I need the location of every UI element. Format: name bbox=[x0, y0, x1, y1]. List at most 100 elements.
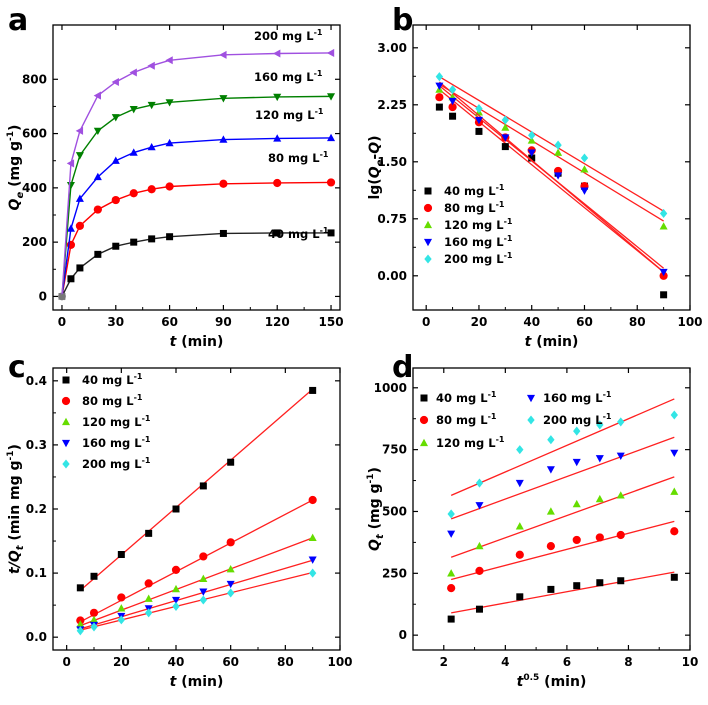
legend-label: 80 mg L-1 bbox=[82, 393, 143, 408]
plot-frame bbox=[412, 24, 691, 311]
x-axis-label: t (min) bbox=[170, 674, 224, 690]
data-point bbox=[501, 123, 510, 131]
data-point bbox=[595, 533, 604, 542]
data-point bbox=[76, 626, 85, 636]
legend-marker bbox=[424, 187, 432, 195]
data-point bbox=[76, 620, 85, 628]
data-point bbox=[327, 229, 335, 237]
data-point bbox=[309, 386, 317, 394]
y-tick-label: 750 bbox=[382, 443, 407, 457]
data-point bbox=[546, 466, 555, 474]
y-tick-label: 200 bbox=[22, 235, 47, 249]
data-point bbox=[89, 608, 99, 617]
series-line bbox=[61, 52, 332, 297]
series-3 bbox=[58, 133, 336, 300]
data-point bbox=[327, 133, 336, 142]
data-point bbox=[475, 127, 483, 135]
plot-frame bbox=[52, 24, 341, 311]
data-point bbox=[572, 499, 581, 508]
x-tick-label: 60 bbox=[576, 315, 593, 329]
y-tick-label: 1.50 bbox=[377, 155, 407, 169]
legend-text: 200 mg L bbox=[543, 413, 603, 427]
y-tick-label: 2.25 bbox=[377, 98, 407, 112]
legend-text: 120 mg L bbox=[436, 436, 496, 450]
data-point bbox=[117, 615, 126, 625]
data-point bbox=[148, 235, 156, 243]
x-tick-label: 20 bbox=[113, 655, 130, 669]
data-point bbox=[449, 112, 457, 120]
legend-label: 200 mg L-1 bbox=[254, 28, 323, 43]
data-point bbox=[144, 594, 153, 602]
fit-line bbox=[439, 76, 664, 212]
data-point bbox=[326, 178, 336, 187]
legend-marker bbox=[419, 438, 429, 447]
data-point bbox=[670, 410, 678, 420]
data-point bbox=[165, 138, 174, 147]
data-point bbox=[199, 552, 208, 561]
legend-marker bbox=[526, 394, 536, 403]
data-point bbox=[172, 601, 180, 611]
legend-label: 80 mg L-1 bbox=[436, 412, 497, 427]
data-point bbox=[546, 542, 555, 551]
series-3 bbox=[76, 533, 317, 628]
data-point bbox=[199, 574, 208, 583]
x-axis-label: t (min) bbox=[525, 334, 579, 350]
data-point bbox=[596, 579, 604, 587]
data-point bbox=[616, 491, 625, 499]
legend-text: 40 mg L bbox=[82, 373, 134, 387]
data-point bbox=[435, 103, 443, 111]
data-point bbox=[308, 568, 317, 578]
y-tick-label: 0 bbox=[399, 628, 407, 642]
data-point bbox=[327, 93, 336, 101]
data-point bbox=[616, 452, 625, 461]
legend-marker bbox=[62, 459, 70, 469]
data-point bbox=[595, 455, 604, 463]
panel-letter: a bbox=[8, 3, 28, 38]
x-tick-label: 90 bbox=[215, 315, 232, 329]
x-tick-label: 10 bbox=[682, 655, 699, 669]
x-axis-label: t (min) bbox=[170, 334, 224, 350]
data-point bbox=[172, 505, 180, 513]
data-point bbox=[435, 82, 444, 90]
data-point bbox=[171, 565, 181, 574]
data-point bbox=[528, 154, 536, 162]
data-point bbox=[554, 140, 562, 150]
data-point bbox=[572, 535, 581, 545]
legend-text: 120 mg L bbox=[444, 218, 504, 232]
y-tick-label: 0 bbox=[39, 289, 47, 303]
legend-text: 160 mg L bbox=[254, 70, 314, 84]
data-point bbox=[147, 101, 156, 110]
data-point bbox=[75, 194, 84, 202]
legend-label: 200 mg L-1 bbox=[543, 412, 612, 427]
data-point bbox=[58, 292, 65, 301]
data-point bbox=[435, 72, 444, 82]
data-point bbox=[617, 577, 625, 585]
data-point bbox=[130, 238, 138, 246]
panel-a: 0 30 60 90 120 150 0 200 400 600 800 a t (min) Qe (mg… bbox=[6, 3, 344, 350]
legend-label: 80 mg L-1 bbox=[268, 150, 329, 165]
x-tick-label: 100 bbox=[327, 655, 352, 669]
plot-frame bbox=[52, 367, 341, 651]
data-point bbox=[226, 565, 235, 573]
data-point bbox=[129, 189, 138, 198]
data-point bbox=[219, 179, 228, 188]
plot-frame bbox=[412, 367, 691, 651]
data-point bbox=[546, 507, 555, 515]
data-point bbox=[117, 593, 126, 602]
x-tick-label: 30 bbox=[107, 315, 124, 329]
data-point bbox=[435, 93, 444, 102]
data-point bbox=[226, 538, 235, 547]
data-point bbox=[448, 97, 457, 106]
legend-text: 160 mg L bbox=[82, 436, 142, 450]
data-point bbox=[573, 582, 581, 590]
data-point bbox=[659, 222, 668, 230]
legend-text: 40 mg L bbox=[444, 184, 496, 198]
series-5 bbox=[76, 568, 317, 636]
data-point bbox=[580, 165, 589, 173]
series-1 bbox=[76, 386, 317, 592]
data-point bbox=[93, 205, 102, 214]
legend-label: 80 mg L-1 bbox=[444, 200, 505, 215]
data-point bbox=[501, 143, 509, 151]
